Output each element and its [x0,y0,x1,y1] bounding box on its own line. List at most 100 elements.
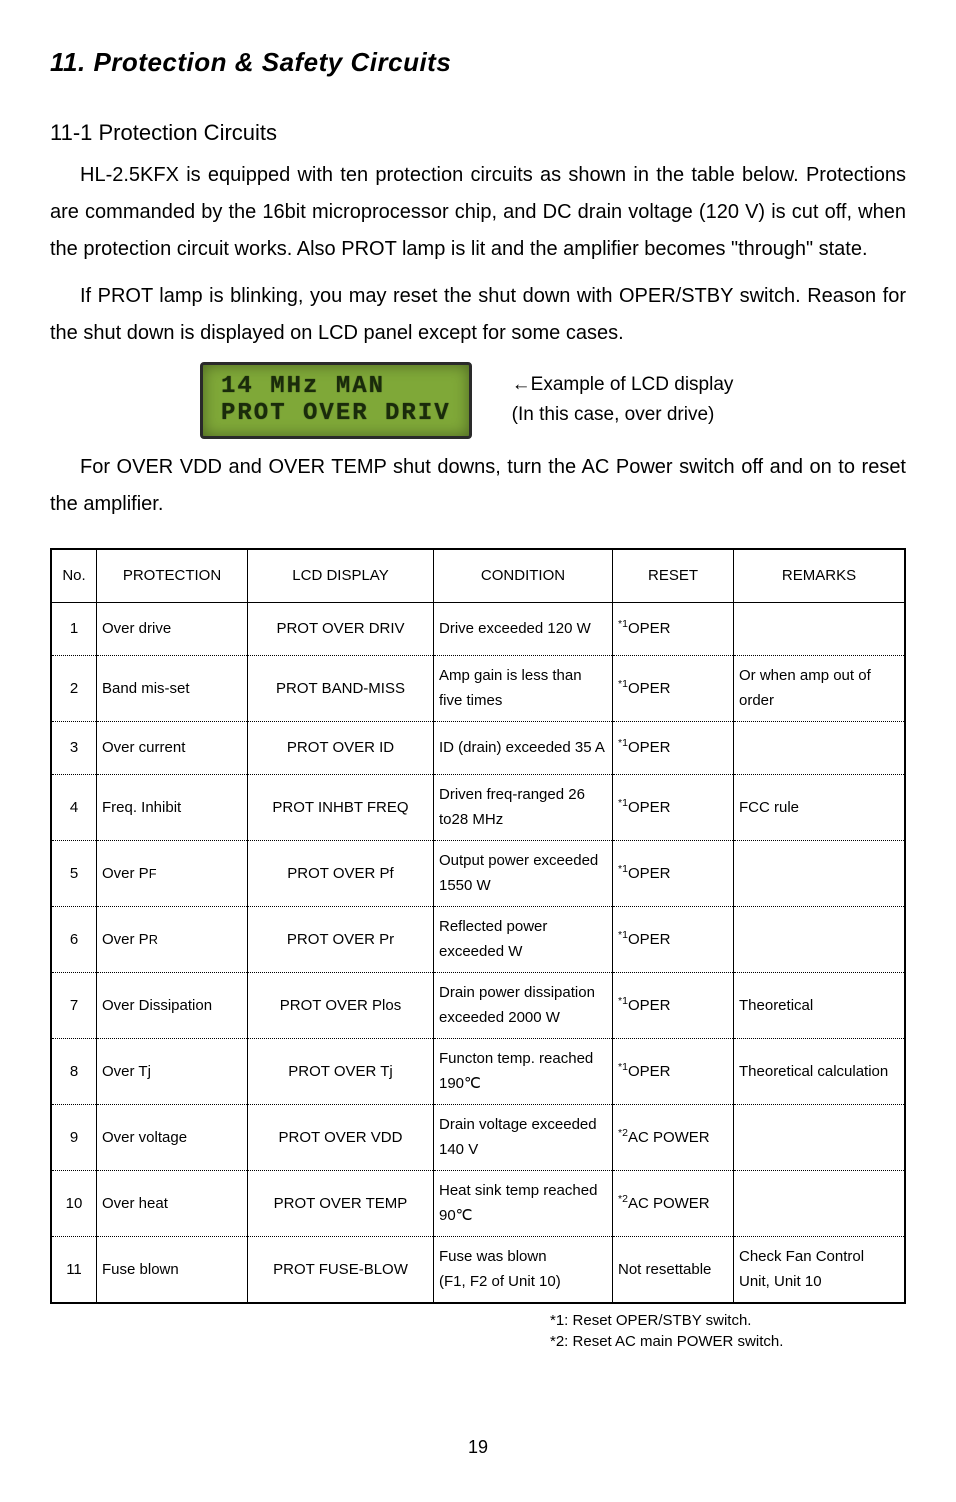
cell-reset: *1OPER [613,840,734,906]
cell-condition: Drain voltage exceeded 140 V [434,1104,613,1170]
cell-no: 10 [51,1170,97,1236]
lcd-caption: ←Example of LCD display (In this case, o… [512,370,734,431]
table-header-row: No. PROTECTION LCD DISPLAY CONDITION RES… [51,549,905,603]
th-reset: RESET [613,549,734,603]
cell-no: 5 [51,840,97,906]
cell-reset: Not resettable [613,1236,734,1303]
lcd-display: 14 MHz MAN PROT OVER DRIV [200,362,472,439]
cell-protection: Freq. Inhibit [97,774,248,840]
lcd-caption-2: (In this case, over drive) [512,400,734,430]
paragraph-3: For OVER VDD and OVER TEMP shut downs, t… [50,449,906,523]
lcd-line-1: 14 MHz MAN [221,373,451,401]
cell-remarks [734,1104,906,1170]
subsection-heading: 11-1 Protection Circuits [50,114,906,151]
th-lcd: LCD DISPLAY [248,549,434,603]
cell-lcd: PROT INHBT FREQ [248,774,434,840]
cell-lcd: PROT OVER TEMP [248,1170,434,1236]
cell-condition: Fuse was blown (F1, F2 of Unit 10) [434,1236,613,1303]
cell-condition: Driven freq-ranged 26 to28 MHz [434,774,613,840]
footnote-1: *1: Reset OPER/STBY switch. [550,1310,906,1331]
cell-remarks [734,602,906,655]
cell-no: 9 [51,1104,97,1170]
th-condition: CONDITION [434,549,613,603]
footnote-2: *2: Reset AC main POWER switch. [550,1331,906,1352]
cell-no: 3 [51,721,97,774]
cell-lcd: PROT FUSE-BLOW [248,1236,434,1303]
cell-protection: Over drive [97,602,248,655]
paragraph-1: HL-2.5KFX is equipped with ten protectio… [50,157,906,268]
cell-lcd: PROT OVER ID [248,721,434,774]
lcd-caption-1: ←Example of LCD display [512,370,734,400]
footnotes: *1: Reset OPER/STBY switch. *2: Reset AC… [550,1310,906,1352]
cell-remarks [734,840,906,906]
cell-lcd: PROT OVER Plos [248,972,434,1038]
cell-protection: Over voltage [97,1104,248,1170]
cell-condition: ID (drain) exceeded 35 A [434,721,613,774]
cell-condition: Drain power dissipation exceeded 2000 W [434,972,613,1038]
cell-reset: *1OPER [613,906,734,972]
cell-protection: Over heat [97,1170,248,1236]
cell-no: 11 [51,1236,97,1303]
cell-reset: *1OPER [613,1038,734,1104]
cell-protection: Fuse blown [97,1236,248,1303]
cell-protection: Band mis-set [97,655,248,721]
cell-condition: Functon temp. reached 190℃ [434,1038,613,1104]
cell-condition: Drive exceeded 120 W [434,602,613,655]
cell-remarks [734,721,906,774]
table-row: 11Fuse blownPROT FUSE-BLOWFuse was blown… [51,1236,905,1303]
cell-remarks: Theoretical [734,972,906,1038]
cell-protection: Over Dissipation [97,972,248,1038]
table-row: 1Over drivePROT OVER DRIVDrive exceeded … [51,602,905,655]
th-protection: PROTECTION [97,549,248,603]
table-row: 3Over currentPROT OVER IDID (drain) exce… [51,721,905,774]
table-row: 6Over PRPROT OVER PrReflected power exce… [51,906,905,972]
table-row: 9Over voltagePROT OVER VDDDrain voltage … [51,1104,905,1170]
cell-condition: Reflected power exceeded W [434,906,613,972]
th-remarks: REMARKS [734,549,906,603]
th-no: No. [51,549,97,603]
cell-remarks: FCC rule [734,774,906,840]
cell-remarks [734,1170,906,1236]
cell-lcd: PROT OVER VDD [248,1104,434,1170]
cell-lcd: PROT OVER Tj [248,1038,434,1104]
table-body: 1Over drivePROT OVER DRIVDrive exceeded … [51,602,905,1303]
cell-reset: *1OPER [613,774,734,840]
page-number: 19 [50,1432,906,1463]
cell-reset: *1OPER [613,972,734,1038]
cell-protection: Over PR [97,906,248,972]
cell-no: 4 [51,774,97,840]
cell-no: 2 [51,655,97,721]
cell-reset: *1OPER [613,602,734,655]
cell-lcd: PROT OVER Pr [248,906,434,972]
protection-table: No. PROTECTION LCD DISPLAY CONDITION RES… [50,548,906,1304]
cell-no: 7 [51,972,97,1038]
table-row: 2Band mis-setPROT BAND-MISSAmp gain is l… [51,655,905,721]
table-row: 10Over heatPROT OVER TEMPHeat sink temp … [51,1170,905,1236]
cell-no: 8 [51,1038,97,1104]
cell-protection: Over Tj [97,1038,248,1104]
cell-lcd: PROT OVER Pf [248,840,434,906]
cell-condition: Amp gain is less than five times [434,655,613,721]
cell-no: 6 [51,906,97,972]
cell-reset: *1OPER [613,721,734,774]
cell-condition: Heat sink temp reached 90℃ [434,1170,613,1236]
lcd-line-2: PROT OVER DRIV [221,400,451,428]
cell-remarks: Theoretical calculation [734,1038,906,1104]
paragraph-2: If PROT lamp is blinking, you may reset … [50,278,906,352]
table-row: 5Over PFPROT OVER PfOutput power exceede… [51,840,905,906]
lcd-example-row: 14 MHz MAN PROT OVER DRIV ←Example of LC… [200,362,906,439]
cell-reset: *2AC POWER [613,1170,734,1236]
cell-lcd: PROT OVER DRIV [248,602,434,655]
cell-protection: Over current [97,721,248,774]
cell-remarks: Check Fan Control Unit, Unit 10 [734,1236,906,1303]
cell-condition: Output power exceeded 1550 W [434,840,613,906]
cell-reset: *2AC POWER [613,1104,734,1170]
table-row: 7Over DissipationPROT OVER PlosDrain pow… [51,972,905,1038]
cell-protection: Over PF [97,840,248,906]
cell-reset: *1OPER [613,655,734,721]
cell-lcd: PROT BAND-MISS [248,655,434,721]
cell-remarks: Or when amp out of order [734,655,906,721]
cell-no: 1 [51,602,97,655]
cell-remarks [734,906,906,972]
section-title: 11. Protection & Safety Circuits [50,40,906,84]
